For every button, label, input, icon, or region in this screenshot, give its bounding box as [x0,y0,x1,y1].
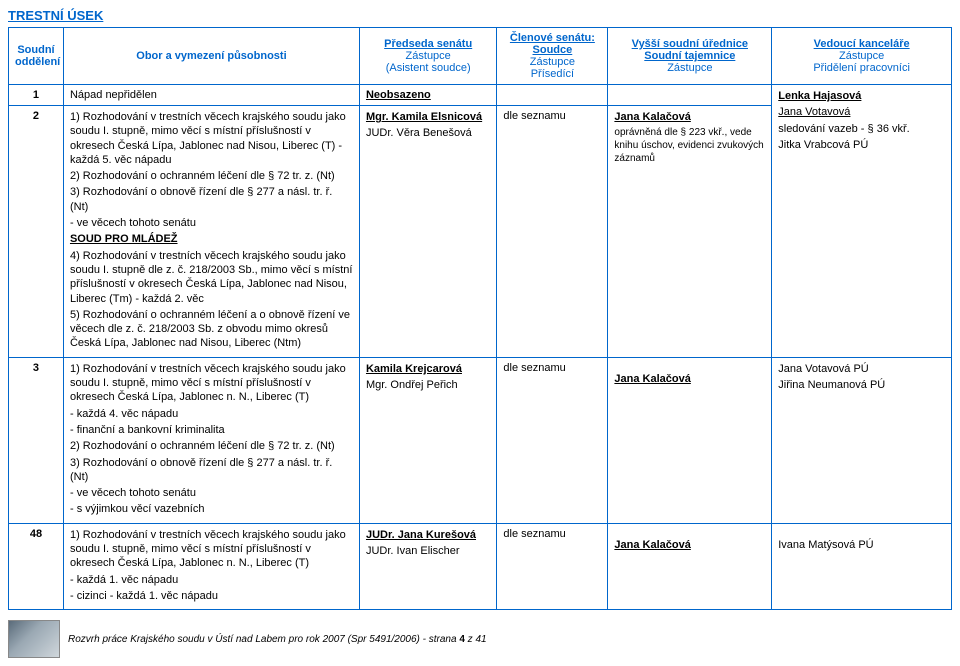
page-footer: Rozvrh práce Krajského soudu v Ústí nad … [8,620,952,658]
row1-presiding: Neobsazeno [359,85,496,106]
neobsazeno-label: Neobsazeno [366,89,431,101]
office-head-2: Jana Votavová [778,105,945,119]
row-number: 1 [9,85,64,106]
row3-members: dle seznamu [497,357,608,523]
r2-p2: 2) Rozhodování o ochranném léčení dle § … [70,169,353,183]
r48-deputy: JUDr. Ivan Elischer [366,544,490,558]
row2-officer: Jana Kalačová oprávněná dle § 223 vkř., … [608,106,772,358]
table-row: 48 1) Rozhodování v trestních věcech kra… [9,523,952,609]
header-col-5-l1: Vyšší soudní úřednice [614,38,765,50]
footer-text: Rozvrh práce Krajského soudu v Ústí nad … [68,634,459,645]
r2-p5: SOUD PRO MLÁDEŽ [70,232,353,246]
r3-office-1: Jana Votavová PÚ [778,362,945,376]
header-col-6-l1: Vedoucí kanceláře [778,38,945,50]
r3-deputy: Mgr. Ondřej Peřich [366,378,490,392]
r2-p6: 4) Rozhodování v trestních věcech krajsk… [70,249,353,306]
footer-text-wrap: Rozvrh práce Krajského soudu v Ústí nad … [68,634,487,645]
office-head-1: Lenka Hajasová [778,89,945,103]
header-col-4-l4: Přísedící [503,68,601,80]
row48-office: Ivana Matýsová PÚ [772,523,952,609]
row2-scope: 1) Rozhodování v trestních věcech krajsk… [63,106,359,358]
r3-p4: 2) Rozhodování o ochranném léčení dle § … [70,439,353,453]
section-title: TRESTNÍ ÚSEK [8,8,952,23]
header-row: Soudní oddělení Obor a vymezení působnos… [9,28,952,85]
r2-deputy: JUDr. Věra Benešová [366,126,490,140]
r3-office-2: Jiřina Neumanová PÚ [778,378,945,392]
r2-officer-name: Jana Kalačová [614,110,765,124]
office-staff: Jitka Vrabcová PÚ [778,138,945,152]
header-col-3-l1: Předseda senátu [366,38,490,50]
row3-presiding: Kamila Krejcarová Mgr. Ondřej Peřich [359,357,496,523]
row-number: 3 [9,357,64,523]
row3-office: Jana Votavová PÚ Jiřina Neumanová PÚ [772,357,952,523]
r3-p7: - s výjimkou věcí vazebních [70,502,353,516]
header-col-5-l2: Soudní tajemnice [614,50,765,62]
r48-office-1: Ivana Matýsová PÚ [778,539,945,551]
r2-p7: 5) Rozhodování o ochranném léčení a o ob… [70,308,353,351]
header-col-3-l2: Zástupce [366,50,490,62]
footer-thumbnail [8,620,60,658]
header-col-4-l3: Zástupce [503,56,601,68]
row1-office: Lenka Hajasová Jana Votavová sledování v… [772,85,952,358]
row1-scope: Nápad nepřidělen [63,85,359,106]
row1-members [497,85,608,106]
row3-officer: Jana Kalačová [608,357,772,523]
r48-p2: - každá 1. věc nápadu [70,573,353,587]
row48-presiding: JUDr. Jana Kurešová JUDr. Ivan Elischer [359,523,496,609]
header-col-4: Členové senátu: Soudce Zástupce Přísedíc… [497,28,608,85]
table-row: 3 1) Rozhodování v trestních věcech kraj… [9,357,952,523]
r2-p3: 3) Rozhodování o obnově řízení dle § 277… [70,185,353,214]
row3-scope: 1) Rozhodování v trestních věcech krajsk… [63,357,359,523]
header-col-3-l3: (Asistent soudce) [366,62,490,74]
r3-p3: - finanční a bankovní kriminalita [70,423,353,437]
r3-p5: 3) Rozhodování o obnově řízení dle § 277… [70,456,353,485]
header-col-6-l2: Zástupce [778,50,945,62]
r3-p1: 1) Rozhodování v trestních věcech krajsk… [70,362,353,405]
header-col-1: Soudní oddělení [9,28,64,85]
office-note: sledování vazeb - § 36 vkř. [778,122,945,136]
header-col-5-l3: Zástupce [614,62,765,74]
row48-scope: 1) Rozhodování v trestních věcech krajsk… [63,523,359,609]
r2-p4: - ve věcech tohoto senátu [70,216,353,230]
r3-p6: - ve věcech tohoto senátu [70,486,353,500]
r48-judge: JUDr. Jana Kurešová [366,528,490,542]
row2-members: dle seznamu [497,106,608,358]
r2-p1: 1) Rozhodování v trestních věcech krajsk… [70,110,353,167]
row-number: 48 [9,523,64,609]
header-col-4-l1: Členové senátu: [503,32,601,44]
header-col-6-l3: Přidělení pracovníci [778,62,945,74]
footer-of: z 41 [465,634,487,645]
schedule-table: Soudní oddělení Obor a vymezení působnos… [8,27,952,610]
r2-judge: Mgr. Kamila Elsnicová [366,110,490,124]
r3-officer-name: Jana Kalačová [614,373,765,385]
r48-p1: 1) Rozhodování v trestních věcech krajsk… [70,528,353,571]
row-number: 2 [9,106,64,358]
header-col-5: Vyšší soudní úřednice Soudní tajemnice Z… [608,28,772,85]
header-col-6: Vedoucí kanceláře Zástupce Přidělení pra… [772,28,952,85]
row2-presiding: Mgr. Kamila Elsnicová JUDr. Věra Benešov… [359,106,496,358]
r3-p2: - každá 4. věc nápadu [70,407,353,421]
r2-officer-note: oprávněná dle § 223 vkř., vede knihu úsc… [614,126,765,165]
r48-officer-name: Jana Kalačová [614,539,765,551]
table-row: 1 Nápad nepřidělen Neobsazeno Lenka Haja… [9,85,952,106]
header-col-4-l2: Soudce [503,44,601,56]
row48-officer: Jana Kalačová [608,523,772,609]
r3-judge: Kamila Krejcarová [366,362,490,376]
header-col-3: Předseda senátu Zástupce (Asistent soudc… [359,28,496,85]
header-col-2: Obor a vymezení působnosti [63,28,359,85]
row48-members: dle seznamu [497,523,608,609]
row1-officer [608,85,772,106]
r48-p3: - cizinci - každá 1. věc nápadu [70,589,353,603]
